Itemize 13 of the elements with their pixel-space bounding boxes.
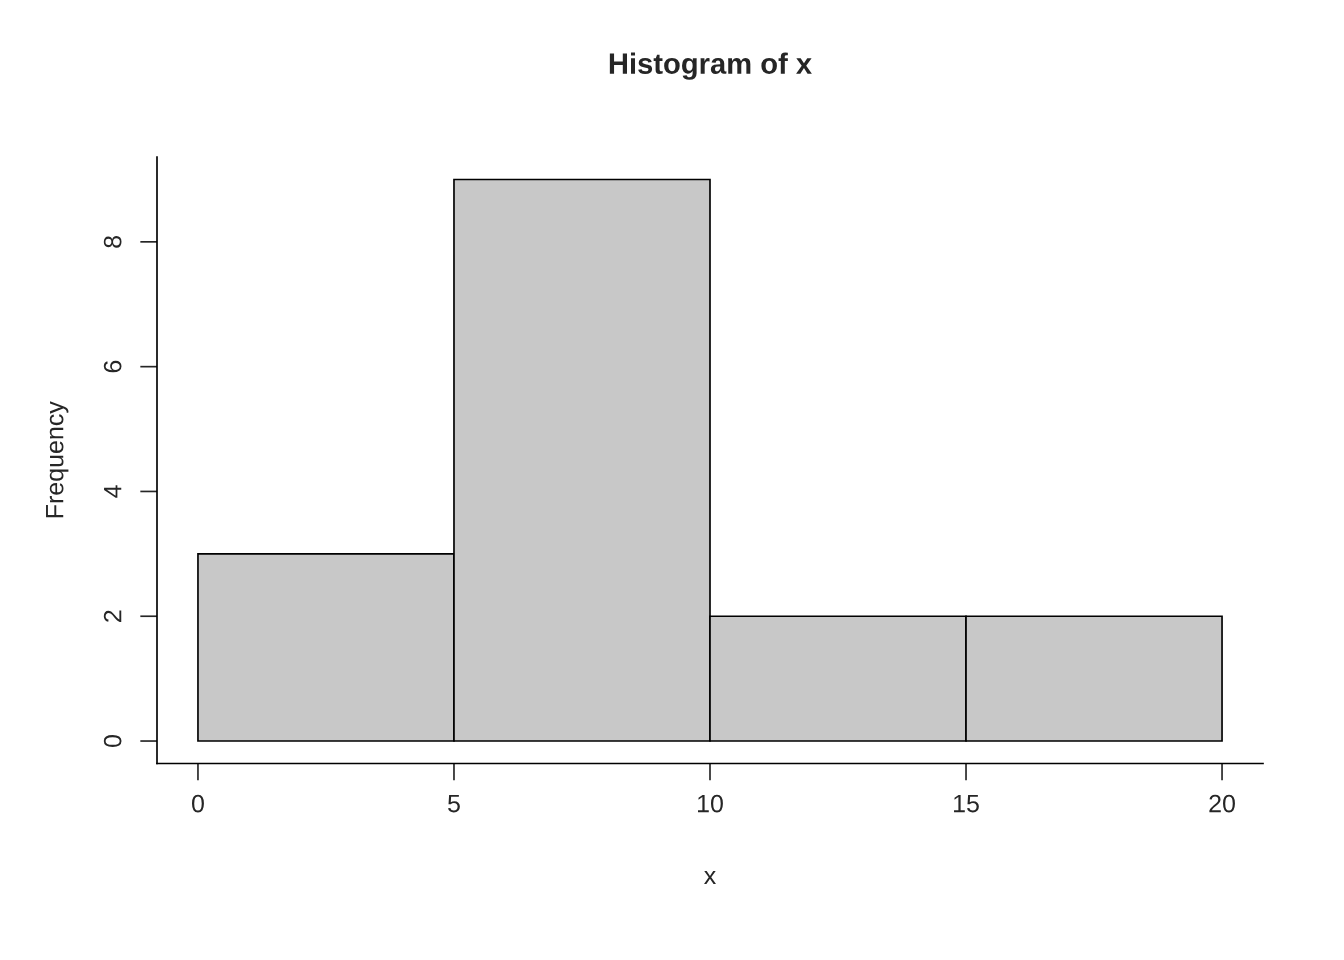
y-tick-label: 6	[103, 360, 122, 373]
x-axis-title: x	[704, 870, 716, 885]
x-tick-label: 20	[1209, 794, 1235, 813]
x-tick-label: 0	[191, 794, 204, 813]
y-tick-label: 0	[103, 735, 122, 748]
x-tick-label: 5	[448, 794, 460, 813]
y-tick-label: 8	[103, 235, 122, 248]
y-axis-title: Frequency	[46, 401, 69, 518]
y-tick-label: 4	[104, 485, 122, 498]
chart-title: Histogram of x	[609, 52, 812, 80]
x-tick-label: 10	[698, 794, 723, 813]
x-tick-label: 15	[954, 794, 979, 813]
y-tick-label: 2	[103, 610, 122, 622]
